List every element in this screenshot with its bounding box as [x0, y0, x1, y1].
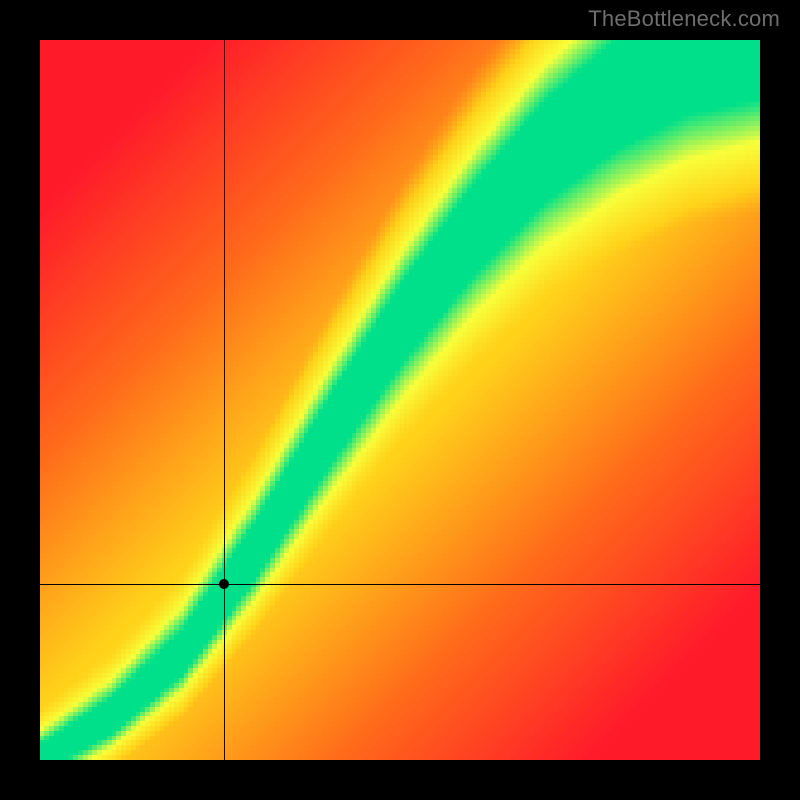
heatmap-canvas [40, 40, 760, 760]
watermark-text: TheBottleneck.com [588, 6, 780, 32]
bottleneck-heatmap [40, 40, 760, 760]
crosshair-horizontal [40, 584, 760, 585]
selection-marker [219, 579, 229, 589]
crosshair-vertical [224, 40, 225, 760]
